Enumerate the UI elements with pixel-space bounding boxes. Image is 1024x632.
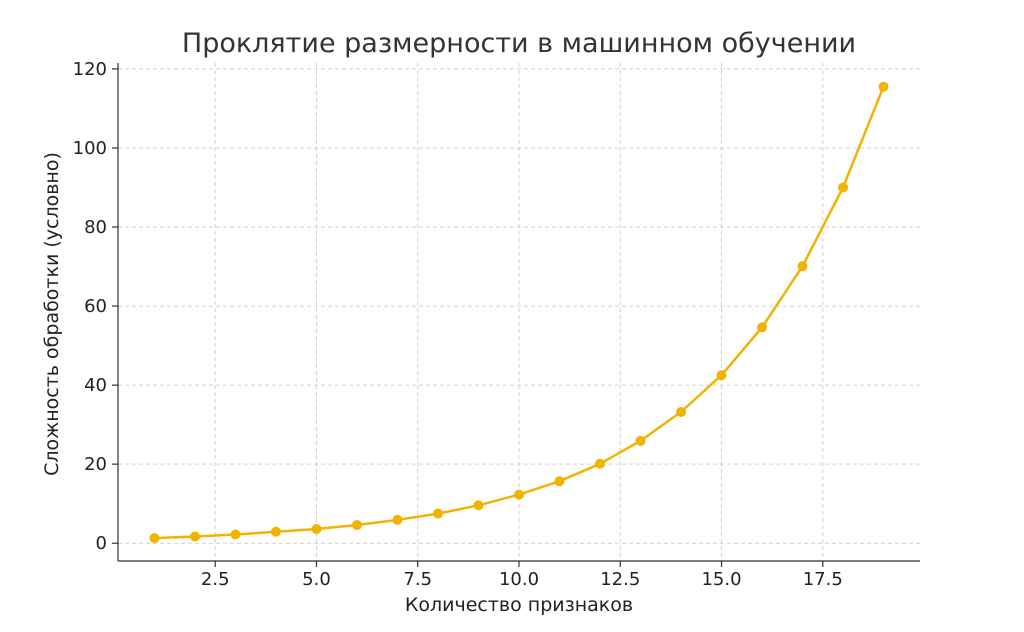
data-point	[270, 526, 281, 537]
data-point	[595, 458, 606, 469]
data-point	[757, 322, 768, 333]
y-tick-label: 40	[84, 375, 107, 396]
y-axis-label: Сложность обработки (условно)	[41, 152, 63, 476]
grid	[118, 63, 920, 561]
series	[149, 81, 889, 544]
y-tick-label: 20	[84, 454, 107, 475]
data-point	[514, 489, 524, 500]
x-tick-label: 15.0	[701, 569, 741, 590]
data-point	[473, 500, 484, 511]
data-point	[230, 529, 241, 540]
data-point	[676, 406, 687, 417]
x-tick-label: 7.5	[403, 569, 432, 590]
data-point	[838, 182, 849, 193]
y-tick-label: 0	[96, 533, 107, 554]
y-tick-label: 120	[73, 59, 107, 80]
data-point	[635, 435, 646, 446]
x-tick-label: 2.5	[201, 569, 230, 590]
y-tick-label: 60	[84, 296, 107, 317]
data-point	[878, 81, 889, 92]
data-point	[189, 531, 200, 542]
x-tick-label: 5.0	[302, 569, 331, 590]
data-point	[351, 520, 362, 531]
data-point	[554, 476, 565, 487]
x-tick-label: 17.5	[803, 569, 843, 590]
y-tick-label: 80	[84, 217, 107, 238]
x-tick-label: 12.5	[600, 569, 640, 590]
chart-title: Проклятие размерности в машинном обучени…	[182, 28, 856, 59]
data-point	[311, 523, 322, 534]
y-tick-label: 100	[73, 138, 107, 159]
data-point	[149, 533, 160, 544]
data-point	[432, 508, 443, 519]
y-axis-ticks: 0 20 40 60 80 100 120	[73, 59, 118, 554]
x-axis-ticks: 2.5 5.0 7.5 10.0 12.5 15.0 17.5	[201, 561, 843, 590]
data-point	[797, 261, 808, 272]
x-axis-label: Количество признаков	[405, 594, 633, 616]
data-point	[716, 370, 727, 381]
data-point	[392, 514, 403, 525]
x-tick-label: 10.0	[499, 569, 539, 590]
